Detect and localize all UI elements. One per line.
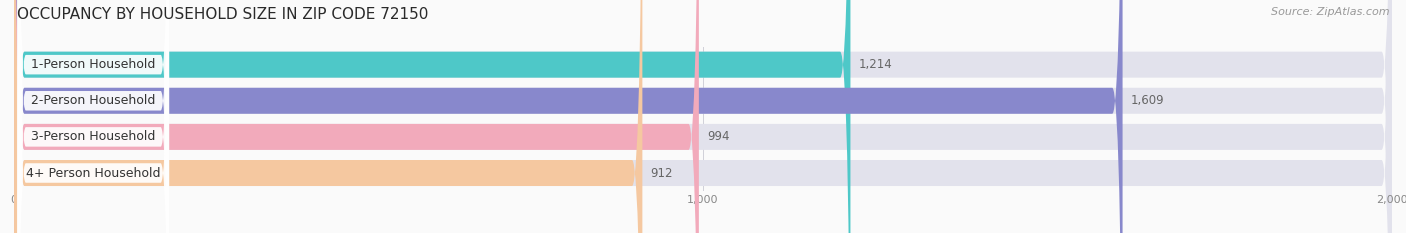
Text: 912: 912 (651, 167, 673, 179)
Text: OCCUPANCY BY HOUSEHOLD SIZE IN ZIP CODE 72150: OCCUPANCY BY HOUSEHOLD SIZE IN ZIP CODE … (17, 7, 429, 22)
Text: 3-Person Household: 3-Person Household (31, 130, 156, 143)
Text: 1,609: 1,609 (1130, 94, 1164, 107)
FancyBboxPatch shape (14, 0, 1392, 233)
Text: 1-Person Household: 1-Person Household (31, 58, 156, 71)
Text: Source: ZipAtlas.com: Source: ZipAtlas.com (1271, 7, 1389, 17)
FancyBboxPatch shape (14, 0, 1392, 233)
FancyBboxPatch shape (14, 0, 1122, 233)
FancyBboxPatch shape (17, 0, 169, 233)
Text: 1,214: 1,214 (859, 58, 893, 71)
FancyBboxPatch shape (17, 0, 169, 233)
FancyBboxPatch shape (17, 0, 169, 233)
FancyBboxPatch shape (14, 0, 1392, 233)
FancyBboxPatch shape (14, 0, 643, 233)
Text: 2-Person Household: 2-Person Household (31, 94, 156, 107)
FancyBboxPatch shape (14, 0, 1392, 233)
FancyBboxPatch shape (14, 0, 851, 233)
Text: 4+ Person Household: 4+ Person Household (27, 167, 160, 179)
FancyBboxPatch shape (17, 0, 169, 233)
FancyBboxPatch shape (14, 0, 699, 233)
Text: 994: 994 (707, 130, 730, 143)
